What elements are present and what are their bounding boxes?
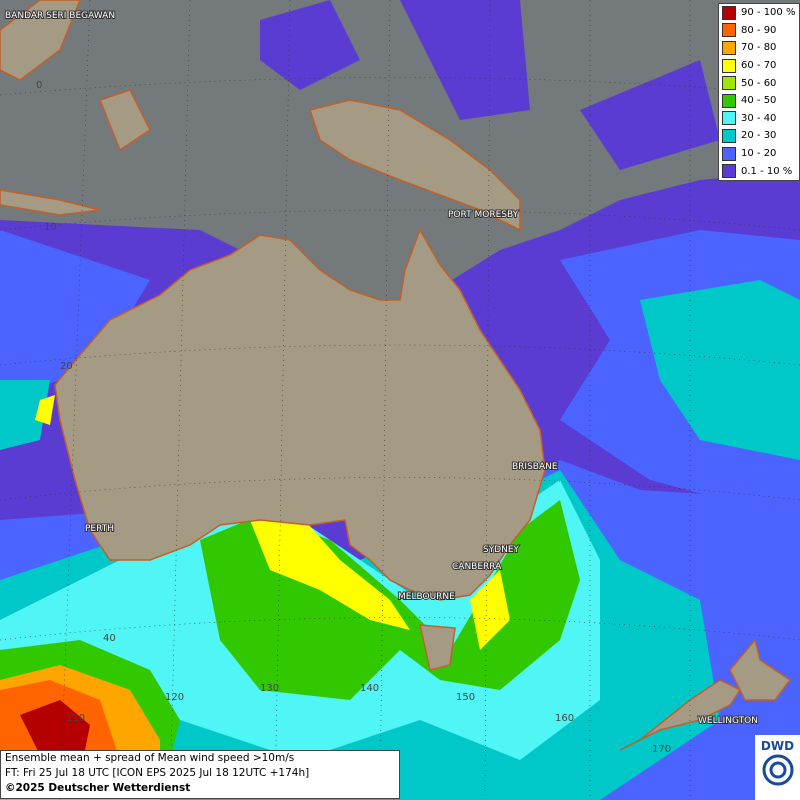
logo-text: DWD: [760, 739, 795, 753]
city-label: BRISBANE: [512, 462, 558, 472]
city-label: CANBERRA: [452, 562, 502, 572]
legend-label: 30 - 40: [741, 112, 777, 124]
legend-swatch: [722, 76, 736, 91]
city-label: SYDNEY: [483, 545, 520, 555]
logo-ring: [769, 761, 786, 779]
legend-swatch: [722, 5, 736, 20]
nz-north-island: [729, 638, 792, 701]
legend-item: 40 - 50: [719, 92, 799, 110]
city-label: WELLINGTON: [698, 716, 758, 726]
grid-label: 130: [260, 683, 279, 694]
caption: Ensemble mean + spread of Mean wind spee…: [0, 750, 400, 799]
legend-item: 50 - 60: [719, 74, 799, 92]
new-guinea: [309, 99, 521, 232]
caption-line: Ensemble mean + spread of Mean wind spee…: [5, 752, 295, 764]
legend-item: 70 - 80: [719, 39, 799, 57]
legend-swatch: [722, 23, 736, 38]
field-10-20: [0, 230, 800, 520]
legend: 90 - 100 % 80 - 90 70 - 80 60 - 70 50 - 60 40…: [718, 3, 800, 181]
dwd-logo: DWD: [755, 735, 800, 800]
field-90-100: [20, 700, 90, 755]
field-20-30: [0, 280, 800, 460]
legend-item: 90 - 100 %: [719, 4, 799, 22]
legend-swatch: [722, 128, 736, 143]
grid-label: 110: [66, 713, 85, 724]
legend-item: 30 - 40: [719, 110, 799, 128]
legend-label: 90 - 100 %: [741, 7, 796, 19]
legend-label: 70 - 80: [741, 42, 777, 54]
logo-swirl: [762, 754, 793, 786]
caption-line: FT: Fri 25 Jul 18 UTC [ICON EPS 2025 Jul…: [5, 767, 310, 779]
grid-labels: 0 10 20 40 110 120 130 140 150 160 170: [36, 80, 671, 755]
grid-label: 160: [555, 713, 574, 724]
legend-label: 10 - 20: [741, 148, 777, 160]
legend-item: 10 - 20: [719, 145, 799, 163]
tasmania: [419, 624, 456, 671]
legend-item: 80 - 90: [719, 22, 799, 40]
legend-swatch: [722, 93, 736, 108]
legend-item: 0.1 - 10 %: [719, 162, 799, 180]
legend-label: 80 - 90: [741, 24, 777, 36]
field-60-70: [35, 395, 510, 650]
legend-label: 60 - 70: [741, 60, 777, 72]
legend-item: 20 - 30: [719, 127, 799, 145]
legend-label: 0.1 - 10 %: [741, 165, 793, 177]
latitude-lines: [0, 77, 800, 641]
legend-swatch: [722, 146, 736, 161]
grid-label: 140: [360, 683, 379, 694]
legend-item: 60 - 70: [719, 57, 799, 75]
legend-label: 50 - 60: [741, 77, 777, 89]
legend-swatch: [722, 111, 736, 126]
australia: [54, 228, 546, 601]
grid-label: 20: [60, 361, 73, 372]
grid-label: 120: [165, 692, 184, 703]
legend-label: 40 - 50: [741, 95, 777, 107]
legend-swatch: [722, 164, 736, 179]
city-label: BANDAR SERI BEGAWAN: [5, 11, 115, 21]
city-label: PERTH: [85, 524, 114, 534]
city-labels: BANDAR SERI BEGAWAN PORT MORESBY BRISBANE P…: [4, 10, 759, 727]
legend-label: 20 - 30: [741, 130, 777, 142]
grid-label: 0: [36, 80, 42, 91]
city-label: MELBOURNE: [398, 592, 455, 602]
grid-label: 150: [456, 692, 475, 703]
legend-swatch: [722, 58, 736, 73]
grid-label: 40: [103, 633, 116, 644]
longitude-lines: [59, 0, 691, 800]
grid-label: 170: [652, 744, 671, 755]
city-label: PORT MORESBY: [448, 210, 519, 220]
field-low: [260, 0, 720, 170]
legend-swatch: [722, 40, 736, 55]
land: [0, 0, 792, 751]
logo-ring: [762, 754, 793, 786]
copyright: ©2025 Deutscher Wetterdienst: [5, 782, 191, 794]
grid-label: 10: [44, 222, 57, 233]
islands: [0, 0, 151, 216]
